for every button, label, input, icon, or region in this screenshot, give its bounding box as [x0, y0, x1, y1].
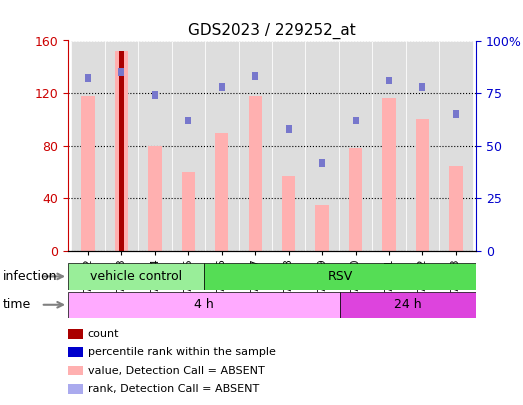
Bar	[353, 117, 359, 124]
FancyBboxPatch shape	[406, 40, 439, 251]
Bar	[319, 159, 325, 166]
Text: 24 h: 24 h	[394, 298, 422, 311]
Bar	[181, 172, 195, 251]
Text: 4 h: 4 h	[194, 298, 214, 311]
Text: RSV: RSV	[327, 270, 353, 283]
Bar	[315, 205, 329, 251]
FancyBboxPatch shape	[305, 40, 339, 251]
Bar	[282, 176, 295, 251]
FancyBboxPatch shape	[439, 40, 473, 251]
Bar	[115, 51, 128, 251]
FancyBboxPatch shape	[238, 40, 272, 251]
FancyBboxPatch shape	[372, 40, 406, 251]
Bar	[419, 83, 425, 91]
Bar	[219, 83, 225, 91]
Bar	[349, 149, 362, 251]
FancyBboxPatch shape	[71, 40, 105, 251]
Bar	[152, 91, 158, 99]
Bar	[204, 263, 476, 290]
Bar	[185, 117, 191, 124]
Text: rank, Detection Call = ABSENT: rank, Detection Call = ABSENT	[88, 384, 259, 394]
FancyBboxPatch shape	[172, 40, 205, 251]
Bar	[148, 146, 162, 251]
Bar	[416, 119, 429, 251]
Text: vehicle control: vehicle control	[90, 270, 182, 283]
Bar	[449, 166, 462, 251]
Bar	[68, 292, 340, 318]
Bar	[85, 75, 91, 82]
Bar	[82, 96, 95, 251]
Bar	[453, 110, 459, 118]
Text: percentile rank within the sample: percentile rank within the sample	[88, 347, 276, 357]
Text: count: count	[88, 329, 119, 339]
Bar	[286, 125, 292, 133]
Bar	[248, 96, 262, 251]
FancyBboxPatch shape	[138, 40, 172, 251]
Bar	[252, 72, 258, 80]
Title: GDS2023 / 229252_at: GDS2023 / 229252_at	[188, 23, 356, 39]
Bar	[340, 292, 476, 318]
Text: value, Detection Call = ABSENT: value, Detection Call = ABSENT	[88, 366, 265, 375]
Bar	[382, 98, 396, 251]
FancyBboxPatch shape	[272, 40, 305, 251]
FancyBboxPatch shape	[339, 40, 372, 251]
Bar	[119, 51, 124, 251]
FancyBboxPatch shape	[105, 40, 138, 251]
Bar	[119, 68, 124, 76]
Bar	[68, 263, 204, 290]
Bar	[215, 133, 229, 251]
FancyBboxPatch shape	[205, 40, 238, 251]
Text: time: time	[3, 298, 31, 311]
Bar	[386, 77, 392, 85]
Text: infection: infection	[3, 270, 57, 283]
